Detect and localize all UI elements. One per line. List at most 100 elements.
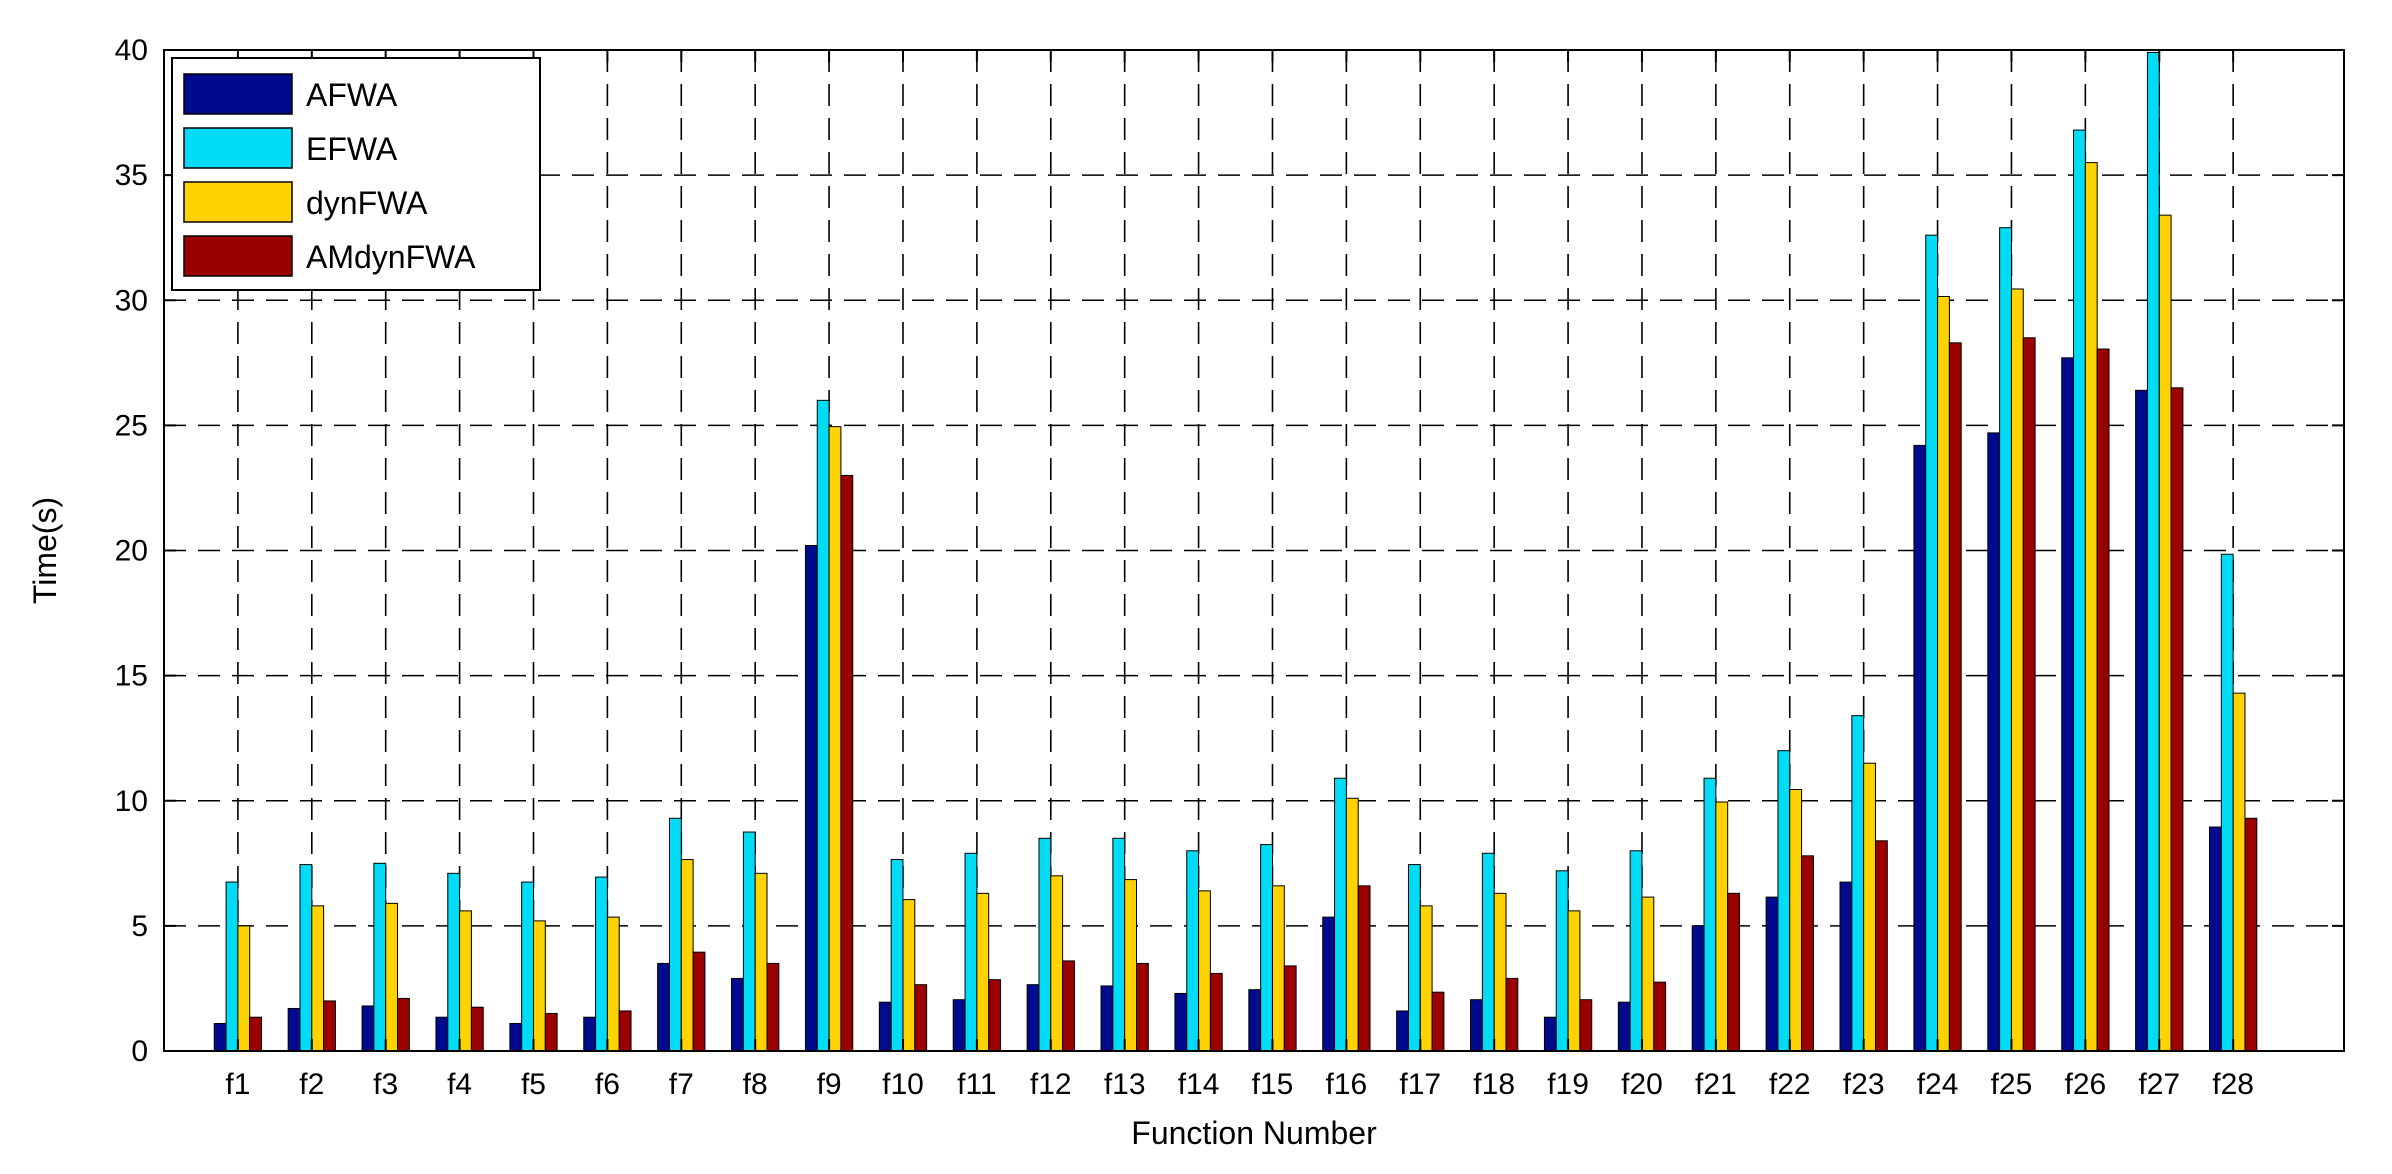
- bar-AFWA-f1: [213, 1022, 227, 1052]
- bar-EFWA-f23: [1851, 715, 1865, 1052]
- bar-dynFWA-f3: [385, 902, 399, 1052]
- x-tick-label-f19: f19: [1547, 1068, 1589, 1101]
- bar-EFWA-f4: [447, 872, 461, 1052]
- bar-AMdynFWA-f27: [2170, 387, 2184, 1052]
- bar-AFWA-f12: [1026, 984, 1040, 1052]
- x-tick-label-f13: f13: [1104, 1068, 1146, 1101]
- bar-dynFWA-f19: [1567, 910, 1581, 1052]
- bar-AFWA-f5: [509, 1022, 523, 1052]
- legend-swatch-EFWA: [183, 127, 293, 169]
- bar-AFWA-f14: [1174, 992, 1188, 1052]
- bar-EFWA-f7: [668, 817, 682, 1052]
- legend-label-AFWA: AFWA: [306, 77, 398, 113]
- bar-EFWA-f16: [1334, 777, 1347, 1052]
- bar-dynFWA-f9: [828, 426, 842, 1052]
- bar-EFWA-f20: [1629, 850, 1643, 1052]
- x-tick-label-f17: f17: [1399, 1068, 1441, 1101]
- bar-AMdynFWA-f21: [1727, 892, 1741, 1052]
- legend-label-dynFWA: dynFWA: [306, 185, 428, 221]
- bar-EFWA-f1: [225, 881, 239, 1052]
- bar-EFWA-f8: [742, 831, 756, 1052]
- bar-EFWA-f28: [2220, 553, 2234, 1052]
- x-tick-label-f23: f23: [1843, 1068, 1885, 1101]
- bar-dynFWA-f16: [1345, 797, 1359, 1052]
- bar-AMdynFWA-f2: [323, 1000, 336, 1052]
- bar-AFWA-f25: [1987, 432, 2001, 1052]
- bar-dynFWA-f27: [2158, 214, 2172, 1052]
- x-axis-title: Function Number: [1131, 1115, 1377, 1151]
- bar-EFWA-f15: [1260, 844, 1273, 1052]
- bar-dynFWA-f21: [1715, 801, 1729, 1052]
- bar-AFWA-f18: [1470, 999, 1483, 1052]
- bar-dynFWA-f5: [532, 920, 546, 1052]
- y-axis-title: Time(s): [27, 497, 63, 604]
- bar-AMdynFWA-f14: [1209, 972, 1223, 1052]
- bar-AFWA-f8: [731, 977, 744, 1052]
- bar-EFWA-f24: [1925, 234, 1939, 1052]
- bar-AFWA-f23: [1839, 881, 1853, 1052]
- x-tick-label-f14: f14: [1178, 1068, 1220, 1101]
- bar-AFWA-f15: [1248, 989, 1262, 1052]
- bar-EFWA-f27: [2146, 52, 2160, 1052]
- bar-dynFWA-f4: [459, 910, 472, 1052]
- x-tick-label-f21: f21: [1695, 1068, 1737, 1101]
- x-tick-label-f26: f26: [2064, 1068, 2106, 1101]
- bar-AFWA-f24: [1913, 444, 1927, 1052]
- x-tick-label-f10: f10: [882, 1068, 924, 1101]
- legend-label-AMdynFWA: AMdynFWA: [306, 239, 476, 275]
- x-tick-label-f27: f27: [2138, 1068, 2180, 1101]
- bar-EFWA-f22: [1777, 750, 1791, 1052]
- bar-AFWA-f3: [361, 1005, 375, 1052]
- bar-AFWA-f27: [2135, 389, 2148, 1052]
- bar-EFWA-f5: [521, 881, 534, 1052]
- bar-EFWA-f11: [964, 852, 978, 1052]
- bar-AMdynFWA-f3: [397, 997, 410, 1052]
- bar-EFWA-f21: [1703, 777, 1717, 1052]
- bar-AFWA-f21: [1691, 925, 1705, 1052]
- bar-AMdynFWA-f26: [2096, 348, 2110, 1052]
- bar-AFWA-f7: [657, 962, 670, 1052]
- bar-dynFWA-f25: [2010, 288, 2024, 1052]
- bar-dynFWA-f15: [1271, 885, 1285, 1052]
- bar-AMdynFWA-f5: [544, 1012, 558, 1052]
- bars: [213, 52, 2258, 1052]
- x-tick-label-f22: f22: [1769, 1068, 1811, 1101]
- x-tick-label-f18: f18: [1473, 1068, 1515, 1101]
- y-tick-label-35: 35: [115, 159, 148, 192]
- axis-ticks: 0 5 10 15 20 25 30 35 40 f1 f2 f3 f4 f5 f6 f7 f8 f9 f10 f11…: [115, 34, 2344, 1101]
- bar-AMdynFWA-f9: [840, 474, 854, 1052]
- bar-EFWA-f13: [1112, 837, 1126, 1052]
- bar-AMdynFWA-f6: [618, 1010, 632, 1052]
- bar-AMdynFWA-f24: [1948, 342, 1962, 1052]
- bar-EFWA-f6: [595, 876, 608, 1052]
- y-tick-label-30: 30: [115, 284, 148, 317]
- x-tick-label-f12: f12: [1030, 1068, 1072, 1101]
- bar-EFWA-f2: [299, 864, 313, 1052]
- bar-AMdynFWA-f18: [1505, 977, 1519, 1052]
- bar-AMdynFWA-f12: [1062, 960, 1075, 1052]
- x-tick-label-f7: f7: [669, 1068, 694, 1101]
- y-tick-label-5: 5: [131, 910, 148, 943]
- y-tick-label-20: 20: [115, 535, 148, 568]
- bar-EFWA-f9: [816, 399, 830, 1052]
- bar-dynFWA-f8: [754, 872, 768, 1052]
- y-tick-label-0: 0: [131, 1035, 148, 1068]
- bar-dynFWA-f2: [311, 905, 325, 1052]
- bar-EFWA-f12: [1038, 837, 1052, 1052]
- bar-EFWA-f10: [890, 859, 904, 1052]
- bar-AMdynFWA-f1: [249, 1016, 263, 1052]
- x-tick-label-f16: f16: [1326, 1068, 1368, 1101]
- bar-AMdynFWA-f15: [1283, 965, 1297, 1052]
- bar-dynFWA-f20: [1641, 896, 1655, 1052]
- bar-AMdynFWA-f11: [988, 979, 1002, 1052]
- bar-AMdynFWA-f4: [470, 1006, 484, 1052]
- bar-EFWA-f19: [1555, 870, 1569, 1052]
- bar-AMdynFWA-f22: [1801, 855, 1814, 1052]
- bar-dynFWA-f11: [976, 892, 990, 1052]
- bar-dynFWA-f26: [2084, 162, 2098, 1052]
- bar-dynFWA-f18: [1493, 892, 1507, 1052]
- y-tick-label-15: 15: [115, 660, 148, 693]
- x-tick-label-f24: f24: [1917, 1068, 1959, 1101]
- legend: AFWA EFWA dynFWA AMdynFWA: [171, 57, 541, 291]
